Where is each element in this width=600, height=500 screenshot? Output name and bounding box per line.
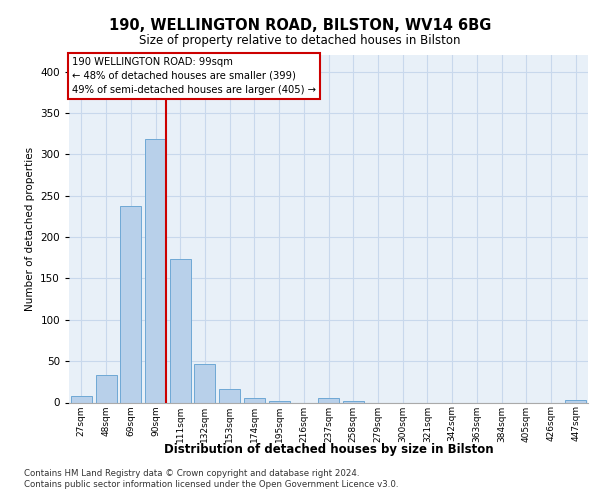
- Text: Contains HM Land Registry data © Crown copyright and database right 2024.: Contains HM Land Registry data © Crown c…: [24, 469, 359, 478]
- Bar: [170, 258, 191, 402]
- Bar: [71, 396, 92, 402]
- Text: Distribution of detached houses by size in Bilston: Distribution of detached houses by size …: [164, 442, 494, 456]
- Bar: [343, 401, 364, 402]
- Text: Contains public sector information licensed under the Open Government Licence v3: Contains public sector information licen…: [24, 480, 398, 489]
- Text: 190, WELLINGTON ROAD, BILSTON, WV14 6BG: 190, WELLINGTON ROAD, BILSTON, WV14 6BG: [109, 18, 491, 32]
- Bar: [565, 400, 586, 402]
- Bar: [120, 206, 141, 402]
- Bar: [95, 375, 116, 402]
- Y-axis label: Number of detached properties: Number of detached properties: [25, 146, 35, 311]
- Text: Size of property relative to detached houses in Bilston: Size of property relative to detached ho…: [139, 34, 461, 47]
- Bar: [244, 398, 265, 402]
- Text: 190 WELLINGTON ROAD: 99sqm
← 48% of detached houses are smaller (399)
49% of sem: 190 WELLINGTON ROAD: 99sqm ← 48% of deta…: [71, 56, 316, 94]
- Bar: [269, 401, 290, 402]
- Bar: [318, 398, 339, 402]
- Bar: [194, 364, 215, 403]
- Bar: [219, 390, 240, 402]
- Bar: [145, 140, 166, 402]
